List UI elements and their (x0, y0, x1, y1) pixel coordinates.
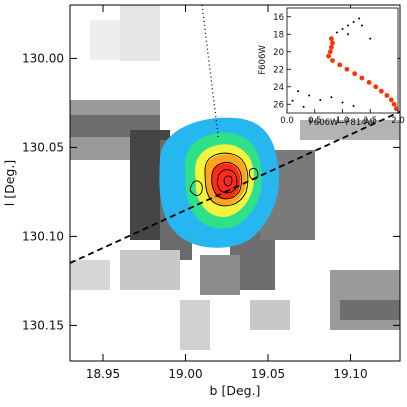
inset-point (330, 58, 335, 63)
inset-point (366, 79, 372, 85)
inset-point (347, 33, 350, 36)
inset-point (302, 105, 305, 108)
dotted-line (201, 5, 220, 139)
dashed-line (70, 110, 400, 264)
inset-point (330, 40, 335, 46)
y-tick-label: 130.00 (22, 51, 64, 65)
line-contours (189, 152, 259, 207)
inset-y-tick-label: 26 (273, 100, 284, 110)
y-axis-title: l [Deg.] (2, 160, 17, 206)
inset-frame (286, 7, 399, 114)
inset-point (369, 37, 372, 40)
inset-point (337, 62, 343, 68)
inset-y-tick-label: 16 (273, 13, 284, 23)
inset-y-axis-title: F606W (258, 45, 268, 75)
inset-points (291, 17, 398, 112)
x-tick-label: 19.05 (251, 367, 285, 381)
inset-point (393, 106, 398, 112)
inset-x-tick-label: 1.0 (336, 116, 350, 126)
inset-point (341, 28, 344, 30)
inset-point (388, 97, 394, 103)
x-axis-title: b [Deg.] (210, 383, 261, 398)
inset-point (352, 21, 355, 23)
inset-point (326, 53, 332, 59)
inset-x-tick-label: 2.0 (391, 116, 405, 126)
inset-point (352, 105, 355, 107)
inset-y-tick-label: 20 (273, 48, 284, 58)
filled-density-contours (159, 117, 280, 248)
inset-point (360, 24, 363, 27)
y-tick-label: 130.05 (22, 140, 64, 154)
y-tick-label: 130.10 (22, 229, 64, 243)
x-tick-label: 19.10 (333, 367, 367, 381)
inset-point (329, 36, 334, 42)
inset-point (344, 66, 350, 72)
inset-y-tick-label: 24 (273, 83, 284, 93)
inset-y-tick-label: 18 (273, 30, 284, 40)
inset-point (384, 93, 390, 98)
inset-point (329, 44, 334, 50)
inset-point (327, 49, 333, 55)
inset-x-tick-label: 0.5 (308, 116, 322, 126)
inset-point (297, 90, 300, 93)
main-axis-ticks: 18.95 19.00 19.05 19.10 130.00 130.05 130.10 13… (22, 5, 400, 381)
inset-y-tick-label: 22 (273, 65, 284, 75)
inset-point (391, 101, 397, 107)
inset-x-tick-label: 1.5 (363, 116, 377, 126)
inset-x-tick-label: 0.0 (280, 116, 294, 126)
x-tick-label: 19.00 (168, 367, 202, 381)
inset-point (352, 71, 358, 77)
inset-point (319, 98, 322, 101)
inset-point (335, 31, 338, 34)
inset-point (308, 94, 311, 97)
inset-point (358, 17, 361, 20)
inset-point (373, 84, 379, 90)
y-tick-label: 130.15 (22, 318, 64, 332)
inset-point (359, 75, 365, 81)
plot-frame (69, 4, 401, 362)
inset-point (330, 96, 333, 99)
inset-point (347, 24, 350, 27)
x-tick-label: 18.95 (86, 367, 120, 381)
inset-x-axis-title: F606W−F814W (309, 118, 376, 128)
inset-axis-ticks: 0.0 0.5 1.0 1.5 2.0 16 18 20 22 24 26 (273, 13, 405, 126)
inset-point (341, 101, 344, 104)
inset-point (378, 88, 384, 94)
inset-point (291, 99, 294, 102)
